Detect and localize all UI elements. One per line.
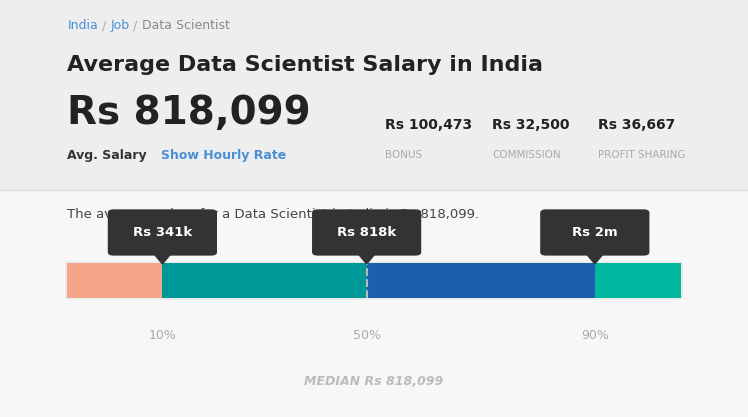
Text: /: / <box>98 19 110 33</box>
Text: MEDIAN Rs 818,099: MEDIAN Rs 818,099 <box>304 375 444 388</box>
Text: India: India <box>67 19 98 33</box>
FancyBboxPatch shape <box>65 261 683 299</box>
FancyBboxPatch shape <box>0 190 748 417</box>
FancyBboxPatch shape <box>162 263 367 298</box>
Text: 10%: 10% <box>148 329 177 342</box>
Text: PROFIT SHARING: PROFIT SHARING <box>598 150 686 160</box>
FancyBboxPatch shape <box>67 263 162 298</box>
Text: Rs 36,667: Rs 36,667 <box>598 118 675 132</box>
FancyBboxPatch shape <box>0 0 748 190</box>
FancyBboxPatch shape <box>540 209 649 256</box>
FancyBboxPatch shape <box>595 263 681 298</box>
FancyBboxPatch shape <box>367 263 595 298</box>
Text: Average Data Scientist Salary in India: Average Data Scientist Salary in India <box>67 55 543 75</box>
Text: Rs 341k: Rs 341k <box>132 226 192 239</box>
Text: 90%: 90% <box>581 329 609 342</box>
Text: The average salary for a Data Scientist in India is Rs 818,099.: The average salary for a Data Scientist … <box>67 208 479 221</box>
Text: Rs 100,473: Rs 100,473 <box>385 118 472 132</box>
Polygon shape <box>585 252 604 264</box>
Text: Show Hourly Rate: Show Hourly Rate <box>161 148 286 162</box>
Text: BONUS: BONUS <box>385 150 423 160</box>
Text: Job: Job <box>110 19 129 33</box>
Text: Rs 818k: Rs 818k <box>337 226 396 239</box>
Text: 50%: 50% <box>352 329 381 342</box>
Polygon shape <box>357 252 376 264</box>
Text: /: / <box>129 19 141 33</box>
Text: Rs 32,500: Rs 32,500 <box>492 118 570 132</box>
Text: COMMISSION: COMMISSION <box>492 150 561 160</box>
Text: Rs 818,099: Rs 818,099 <box>67 93 311 132</box>
Text: Avg. Salary: Avg. Salary <box>67 148 147 162</box>
Text: Rs 2m: Rs 2m <box>572 226 618 239</box>
Text: Data Scientist: Data Scientist <box>141 19 230 33</box>
FancyBboxPatch shape <box>108 209 217 256</box>
FancyBboxPatch shape <box>312 209 421 256</box>
Polygon shape <box>153 252 172 264</box>
